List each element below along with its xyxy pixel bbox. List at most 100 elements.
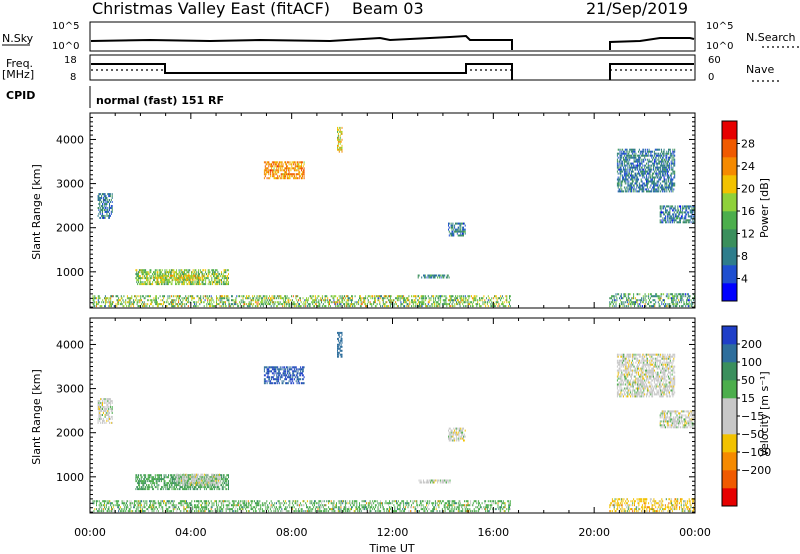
power-cell	[640, 178, 642, 181]
velocity-cell	[223, 476, 225, 479]
power-cell	[104, 305, 105, 308]
velocity-cell	[169, 482, 171, 485]
power-cell	[248, 301, 250, 304]
power-cell	[182, 271, 184, 274]
power-cell	[624, 148, 626, 151]
power-cell	[371, 295, 373, 298]
power-cell	[647, 303, 649, 306]
power-cell	[631, 172, 632, 175]
power-cell	[227, 277, 229, 280]
power-cell	[629, 156, 631, 159]
power-cell	[154, 299, 156, 302]
velocity-cell	[213, 480, 214, 483]
power-cell	[139, 299, 141, 302]
power-cell	[663, 219, 665, 222]
power-cell	[648, 303, 650, 306]
power-cell	[634, 168, 636, 171]
power-colorbar-swatch	[722, 157, 737, 176]
power-cell	[626, 160, 628, 163]
power-cell	[419, 303, 420, 306]
power-cell	[321, 295, 323, 298]
power-cell	[103, 209, 105, 211]
power-cell	[281, 173, 283, 176]
power-cell	[299, 303, 300, 306]
power-cell	[459, 230, 461, 233]
power-cell	[107, 214, 109, 217]
power-cell	[128, 299, 130, 302]
power-cell	[145, 283, 147, 286]
velocity-cell	[203, 473, 205, 476]
power-cell	[633, 293, 635, 296]
power-cell	[169, 295, 171, 298]
power-cell	[282, 175, 284, 178]
velocity-cell	[227, 484, 229, 487]
power-feature-0	[97, 193, 113, 219]
velocity-cell	[175, 473, 177, 476]
power-cell	[133, 303, 135, 306]
power-cell	[224, 283, 226, 286]
power-cell	[161, 275, 162, 278]
power-cell	[684, 215, 686, 218]
power-cell	[213, 275, 214, 278]
power-cell	[314, 299, 315, 302]
velocity-cell	[152, 488, 154, 491]
power-cell	[301, 175, 303, 178]
power-cell	[668, 168, 670, 171]
power-cell	[337, 299, 339, 302]
power-cell	[209, 299, 210, 302]
velocity-cell	[99, 410, 101, 412]
power-cell	[99, 193, 101, 196]
power-cell	[680, 295, 682, 298]
power-cell	[438, 299, 440, 302]
power-cell	[648, 148, 650, 151]
velocity-cell	[184, 486, 186, 489]
power-cell	[286, 163, 287, 166]
power-cell	[476, 305, 478, 308]
power-colorbar-tick-label: 28	[741, 138, 755, 151]
power-cell	[252, 295, 254, 298]
power-cell	[672, 219, 674, 222]
power-cell	[648, 301, 650, 304]
power-cell	[145, 303, 147, 306]
power-cell	[274, 161, 276, 164]
power-cell	[108, 216, 110, 219]
power-cell	[201, 299, 202, 302]
power-cell	[212, 281, 214, 284]
power-cell	[352, 303, 354, 306]
power-cell	[640, 162, 642, 165]
power-cell	[176, 295, 178, 298]
power-cell	[415, 305, 417, 308]
power-cell	[377, 297, 379, 300]
power-cell	[231, 303, 233, 306]
power-cell	[126, 297, 128, 300]
velocity-cell	[184, 484, 186, 487]
power-cell	[183, 271, 185, 274]
power-cell	[651, 180, 653, 183]
velocity-cell	[108, 402, 110, 404]
velocity-cell	[183, 486, 185, 489]
power-cell	[144, 305, 146, 308]
power-cell	[156, 303, 158, 306]
power-cell	[262, 295, 264, 298]
power-cell	[654, 176, 656, 179]
power-cell	[509, 303, 510, 306]
velocity-cell	[221, 478, 222, 481]
power-cell	[389, 295, 391, 298]
velocity-cell	[183, 477, 185, 480]
power-cell	[294, 163, 296, 166]
power-cell	[671, 207, 673, 210]
power-cell	[250, 299, 252, 302]
power-cell	[252, 299, 254, 302]
power-cell	[208, 279, 210, 282]
power-cell	[272, 301, 274, 304]
power-cell	[220, 295, 222, 298]
power-cell	[192, 283, 194, 286]
power-cell	[669, 148, 671, 151]
power-cell	[161, 283, 162, 286]
power-cell	[632, 297, 634, 300]
power-cell	[194, 301, 195, 304]
power-cell	[647, 150, 649, 153]
velocity-cell	[225, 478, 227, 481]
power-cell	[657, 190, 659, 193]
power-cell	[225, 305, 227, 308]
